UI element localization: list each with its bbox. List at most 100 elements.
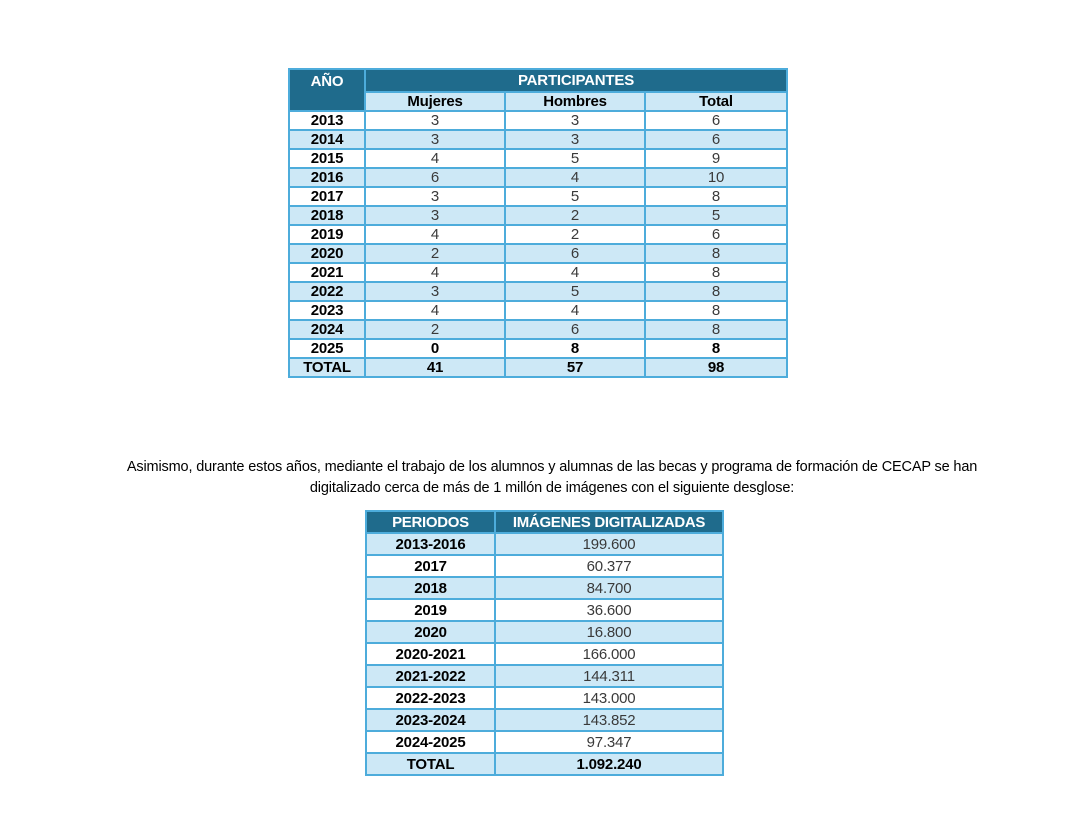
mujeres-cell: 2 [364,319,506,340]
table-row: 2023 4 4 8 [288,300,789,321]
year-cell: 2024 [288,319,366,340]
period-cell: 2024-2025 [365,730,496,754]
participants-table: AÑO PARTICIPANTES Mujeres Hombres Total … [288,68,789,378]
table-row: 2020 2 6 8 [288,243,789,264]
table-row: 2025 0 8 8 [288,338,789,359]
table-row: 2021-2022 144.311 [365,664,724,688]
mujeres-cell: 4 [364,300,506,321]
year-cell: 2013 [288,110,366,131]
hombres-cell: 6 [504,243,646,264]
mujeres-total-cell: 41 [364,357,506,378]
year-cell: 2017 [288,186,366,207]
table-row: 2021 4 4 8 [288,262,789,283]
column-header-imagenes: IMÁGENES DIGITALIZADAS [494,510,724,534]
column-header-total: Total [643,91,789,112]
total-cell: 8 [643,186,789,207]
table-row: 2017 3 5 8 [288,186,789,207]
total-total-cell: 98 [643,357,789,378]
table-row: 2018 84.700 [365,576,724,600]
year-cell: 2025 [288,338,366,359]
mujeres-cell: 4 [364,148,506,169]
hombres-cell: 3 [504,129,646,150]
participants-group-header: PARTICIPANTES [363,68,789,93]
total-cell: 8 [643,338,789,359]
year-cell: 2022 [288,281,366,302]
total-cell: 5 [643,205,789,226]
year-cell: 2015 [288,148,366,169]
value-cell: 84.700 [494,576,724,600]
total-cell: 6 [643,129,789,150]
paragraph-line-1: Asimismo, durante estos años, mediante e… [126,459,978,475]
table-row: 2022-2023 143.000 [365,686,724,710]
total-value-cell: 1.092.240 [494,752,724,776]
table-header-row: PERIODOS IMÁGENES DIGITALIZADAS [365,510,724,534]
year-column-header: AÑO [288,68,366,112]
value-cell: 97.347 [494,730,724,754]
table-row: 2019 4 2 6 [288,224,789,245]
hombres-cell: 5 [504,148,646,169]
mujeres-cell: 3 [364,186,506,207]
table-row: 2017 60.377 [365,554,724,578]
total-label-cell: TOTAL [288,357,366,378]
year-cell: 2014 [288,129,366,150]
total-cell: 6 [643,110,789,131]
paragraph-line-2: digitalizado cerca de más de 1 millón de… [309,480,795,496]
period-cell: 2019 [365,598,496,622]
table-subheader-row: Mujeres Hombres Total [289,91,789,112]
period-cell: 2017 [365,554,496,578]
value-cell: 166.000 [494,642,724,666]
year-cell: 2018 [288,205,366,226]
table-row: 2016 6 4 10 [288,167,789,188]
hombres-cell: 4 [504,262,646,283]
period-cell: 2018 [365,576,496,600]
hombres-cell: 2 [504,224,646,245]
total-row: TOTAL 41 57 98 [288,357,789,378]
table-row: 2020 16.800 [365,620,724,644]
mujeres-cell: 4 [364,262,506,283]
value-cell: 199.600 [494,532,724,556]
total-cell: 8 [643,281,789,302]
table-row: 2018 3 2 5 [288,205,789,226]
period-cell: 2021-2022 [365,664,496,688]
total-cell: 8 [643,319,789,340]
value-cell: 16.800 [494,620,724,644]
period-cell: 2013-2016 [365,532,496,556]
value-cell: 36.600 [494,598,724,622]
value-cell: 60.377 [494,554,724,578]
column-header-periodos: PERIODOS [365,510,496,534]
hombres-cell: 8 [504,338,646,359]
table-row: 2013-2016 199.600 [365,532,724,556]
year-cell: 2023 [288,300,366,321]
total-label-cell: TOTAL [365,752,496,776]
hombres-cell: 4 [504,300,646,321]
mujeres-cell: 0 [364,338,506,359]
table-row: 2022 3 5 8 [288,281,789,302]
total-cell: 9 [643,148,789,169]
table-row: 2015 4 5 9 [288,148,789,169]
total-cell: 8 [643,262,789,283]
hombres-cell: 4 [504,167,646,188]
table-row: 2013 3 3 6 [288,110,789,131]
mujeres-cell: 3 [364,281,506,302]
column-header-hombres: Hombres [504,91,646,112]
body-paragraph: Asimismo, durante estos años, mediante e… [38,457,1066,499]
total-cell: 6 [643,224,789,245]
hombres-cell: 5 [504,186,646,207]
mujeres-cell: 2 [364,243,506,264]
table-row: 2020-2021 166.000 [365,642,724,666]
hombres-cell: 6 [504,319,646,340]
mujeres-cell: 3 [364,110,506,131]
table-header-row: AÑO PARTICIPANTES [288,68,789,112]
table-row: 2014 3 3 6 [288,129,789,150]
total-cell: 8 [643,300,789,321]
value-cell: 143.852 [494,708,724,732]
total-cell: 8 [643,243,789,264]
hombres-total-cell: 57 [504,357,646,378]
total-cell: 10 [643,167,789,188]
year-cell: 2020 [288,243,366,264]
value-cell: 143.000 [494,686,724,710]
hombres-cell: 5 [504,281,646,302]
year-cell: 2019 [288,224,366,245]
year-cell: 2021 [288,262,366,283]
